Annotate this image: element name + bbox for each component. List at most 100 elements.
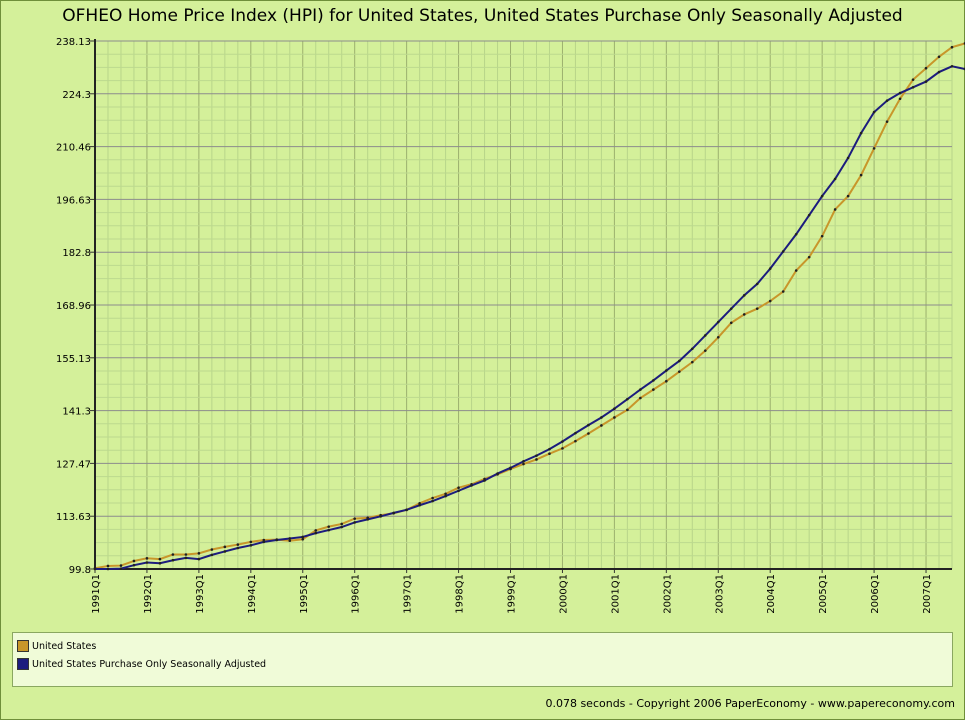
y-tick-label: 196.63 xyxy=(56,195,91,206)
data-point-united-states xyxy=(691,360,694,364)
data-point-purchase-only-sa xyxy=(483,479,486,482)
y-tick-label: 99.8 xyxy=(69,565,91,576)
data-point-purchase-only-sa xyxy=(548,447,551,451)
data-point-united-states xyxy=(924,66,928,70)
data-point-united-states xyxy=(249,540,253,544)
data-point-united-states xyxy=(885,120,889,123)
data-point-united-states xyxy=(742,313,746,316)
data-point-purchase-only-sa xyxy=(794,232,798,236)
data-point-purchase-only-sa xyxy=(639,388,642,391)
y-tick-label: 168.96 xyxy=(56,301,91,312)
data-point-purchase-only-sa xyxy=(106,567,110,571)
data-point-purchase-only-sa xyxy=(574,431,577,435)
x-tick-label: 1997Q1 xyxy=(403,574,414,614)
legend-label: United States xyxy=(32,640,97,652)
data-point-purchase-only-sa xyxy=(223,550,227,553)
data-point-purchase-only-sa xyxy=(353,521,356,524)
data-point-united-states xyxy=(950,45,954,49)
data-point-purchase-only-sa xyxy=(132,563,136,567)
data-point-united-states xyxy=(132,559,136,563)
data-point-united-states xyxy=(781,290,785,293)
x-tick-label: 1996Q1 xyxy=(351,574,362,614)
y-tick-label: 141.3 xyxy=(62,407,91,418)
data-point-united-states xyxy=(522,462,525,466)
data-point-purchase-only-sa xyxy=(93,567,97,571)
data-point-united-states xyxy=(755,307,759,310)
data-point-united-states xyxy=(171,553,175,556)
data-point-purchase-only-sa xyxy=(392,511,395,515)
chart-title: OFHEO Home Price Index (HPI) for United … xyxy=(62,6,903,26)
x-tick-label: 2003Q1 xyxy=(714,574,725,614)
data-point-purchase-only-sa xyxy=(119,567,123,570)
data-point-purchase-only-sa xyxy=(158,561,162,565)
data-point-united-states xyxy=(236,543,240,546)
x-axis-tick-labels: 1991Q1 1992Q1 1993Q1 1994Q1 1995Q1 1996Q1 1997… xyxy=(91,574,933,614)
data-point-united-states xyxy=(587,432,590,435)
data-point-united-states xyxy=(639,396,642,400)
data-point-purchase-only-sa xyxy=(716,320,720,324)
data-point-purchase-only-sa xyxy=(950,65,954,68)
data-point-united-states xyxy=(729,321,733,325)
data-point-purchase-only-sa xyxy=(236,546,240,550)
data-point-united-states xyxy=(716,336,720,339)
data-point-purchase-only-sa xyxy=(652,379,655,382)
x-tick-label: 1992Q1 xyxy=(143,574,154,614)
x-tick-label: 1998Q1 xyxy=(455,574,466,614)
data-point-purchase-only-sa xyxy=(418,503,421,507)
y-tick-label: 238.13 xyxy=(56,37,91,48)
data-point-united-states xyxy=(353,517,356,520)
data-point-united-states xyxy=(197,552,201,555)
legend: United States United States Purchase Onl… xyxy=(12,632,953,687)
data-point-purchase-only-sa xyxy=(405,508,408,512)
data-point-united-states xyxy=(210,548,214,551)
data-point-purchase-only-sa xyxy=(470,484,473,487)
data-point-united-states xyxy=(872,147,876,150)
legend-swatch-purchase-only xyxy=(17,658,29,670)
data-point-purchase-only-sa xyxy=(781,250,785,253)
legend-item-purchase-only: United States Purchase Only Seasonally A… xyxy=(17,657,266,671)
data-point-purchase-only-sa xyxy=(833,177,837,181)
x-tick-label: 2001Q1 xyxy=(610,574,621,614)
data-point-united-states xyxy=(898,97,902,101)
data-point-purchase-only-sa xyxy=(678,359,681,363)
data-point-united-states xyxy=(626,408,629,412)
data-point-united-states xyxy=(794,269,798,272)
data-point-united-states xyxy=(106,564,110,568)
x-tick-label: 1991Q1 xyxy=(91,574,102,614)
data-point-purchase-only-sa xyxy=(509,466,512,470)
x-tick-label: 1993Q1 xyxy=(195,574,206,614)
data-point-united-states xyxy=(613,416,616,419)
data-point-united-states xyxy=(158,557,162,561)
data-point-purchase-only-sa xyxy=(171,558,175,562)
data-point-purchase-only-sa xyxy=(301,535,305,539)
x-tick-label: 1995Q1 xyxy=(299,574,310,614)
data-point-purchase-only-sa xyxy=(742,294,746,297)
data-point-purchase-only-sa xyxy=(729,307,733,310)
data-point-purchase-only-sa xyxy=(314,531,318,535)
legend-item-united-states: United States xyxy=(17,639,96,653)
data-point-purchase-only-sa xyxy=(366,518,369,521)
data-point-purchase-only-sa xyxy=(561,440,564,443)
data-point-purchase-only-sa xyxy=(626,397,629,401)
data-point-united-states xyxy=(561,447,564,450)
data-point-united-states xyxy=(262,538,266,542)
data-point-purchase-only-sa xyxy=(820,194,824,198)
x-tick-label: 2002Q1 xyxy=(662,574,673,614)
data-point-united-states xyxy=(327,525,331,528)
data-point-purchase-only-sa xyxy=(911,85,915,89)
data-point-united-states xyxy=(820,234,824,238)
x-tick-label: 2006Q1 xyxy=(870,574,881,614)
data-point-united-states xyxy=(184,553,188,556)
data-point-purchase-only-sa xyxy=(210,553,214,557)
data-point-united-states xyxy=(703,349,707,352)
data-point-united-states xyxy=(665,379,668,383)
series-lines xyxy=(93,42,965,571)
y-tick-label: 113.63 xyxy=(56,512,91,523)
y-axis-tick-labels: 238.13 224.3 210.46 196.63 182.8 168.96 155.13… xyxy=(56,37,91,576)
data-point-united-states xyxy=(314,529,318,532)
data-point-united-states xyxy=(574,439,577,443)
data-point-purchase-only-sa xyxy=(496,472,499,475)
data-point-purchase-only-sa xyxy=(846,156,850,160)
data-point-united-states xyxy=(846,194,850,198)
y-tick-label: 210.46 xyxy=(56,143,91,154)
